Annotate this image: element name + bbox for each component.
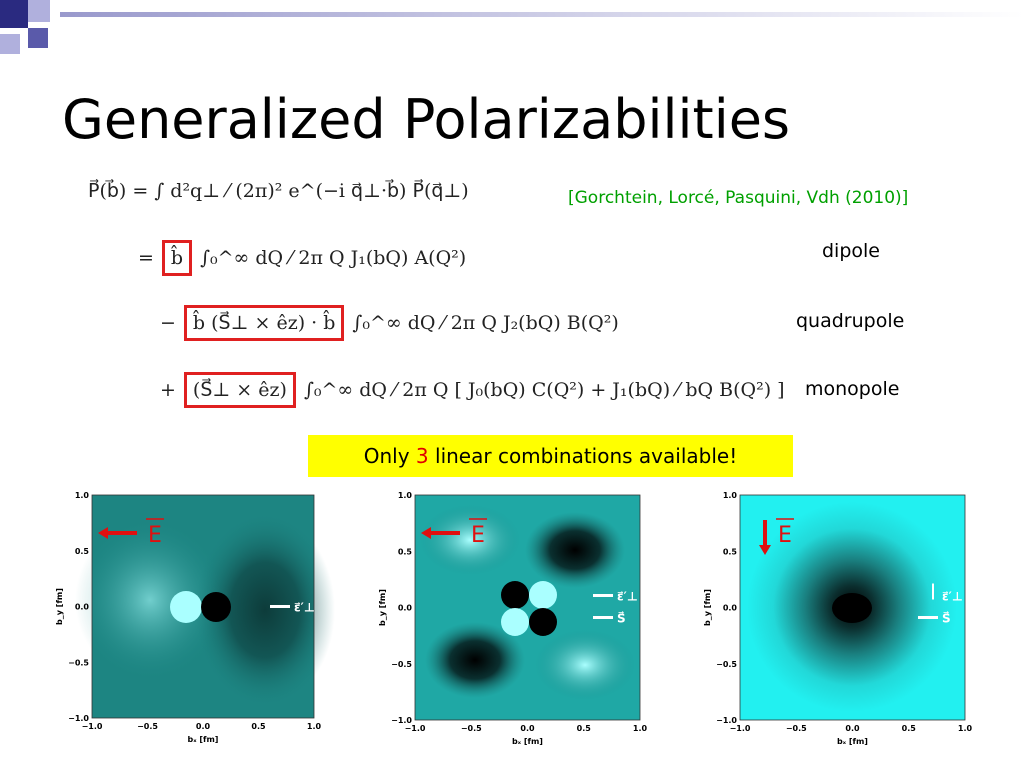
vector-label: ε⃗′⊥: [617, 590, 638, 604]
field-arrowhead: [759, 545, 771, 555]
equation-part: ∫₀^∞ dQ ⁄ 2π Q J₂(bQ) B(Q²): [352, 312, 619, 334]
y-tick-label: 1.0: [723, 491, 738, 500]
vector-label: ε⃗′⊥: [294, 601, 315, 615]
plot-frame: [414, 494, 641, 721]
field-arrowhead: [421, 527, 431, 539]
x-tick-label: 0.0: [520, 724, 535, 733]
y-tick-label: 0.0: [398, 604, 413, 613]
y-axis-label: b_y [fm]: [703, 589, 712, 626]
equation-boxed: b̂: [161, 240, 193, 276]
x-tick-label: −0.5: [786, 724, 807, 733]
equation: = b̂ ∫₀^∞ dQ ⁄ 2π Q J₁(bQ) A(Q²): [138, 240, 466, 276]
note-text: linear combinations available!: [428, 444, 738, 468]
y-tick-label: −0.5: [391, 660, 412, 669]
equation-boxed: (S⃗⊥ × êz): [183, 372, 296, 408]
note-highlight: 3: [415, 444, 429, 468]
y-tick-label: 0.5: [75, 547, 90, 556]
y-tick-label: −0.5: [68, 658, 89, 667]
x-axis-label: bₓ [fm]: [188, 735, 219, 744]
field-label: E: [471, 523, 485, 548]
field-arrowhead: [98, 527, 108, 539]
y-tick-label: 1.0: [75, 491, 90, 500]
y-tick-label: −0.5: [716, 660, 737, 669]
y-axis-label: b_y [fm]: [378, 589, 387, 626]
decor-square: [0, 34, 20, 54]
plot-image: [740, 495, 965, 720]
equation-part: P⃗(b⃗) = ∫ d²q⊥ ⁄ (2π)² e^(−i q⃗⊥·b⃗) P⃗…: [88, 180, 469, 202]
x-tick-label: −1.0: [405, 724, 426, 733]
field-label: E: [778, 523, 792, 548]
plot-frame: [739, 494, 966, 721]
x-tick-label: 0.5: [577, 724, 592, 733]
x-axis-label: bₓ [fm]: [837, 737, 868, 746]
decor-square: [28, 28, 48, 48]
x-tick-label: 1.0: [958, 724, 973, 733]
equation: + (S⃗⊥ × êz) ∫₀^∞ dQ ⁄ 2π Q [ J₀(bQ) C(Q²)…: [160, 372, 785, 408]
x-tick-label: 1.0: [633, 724, 648, 733]
x-tick-label: −0.5: [137, 722, 158, 731]
term-label: quadrupole: [796, 310, 905, 332]
y-axis-label: b_y [fm]: [55, 588, 64, 625]
equation-part: −: [160, 312, 176, 334]
x-tick-label: −0.5: [461, 724, 482, 733]
decor-square: [28, 0, 50, 22]
reference: [Gorchtein, Lorcé, Pasquini, Vdh (2010)]: [568, 188, 909, 208]
x-tick-label: 0.0: [196, 722, 211, 731]
y-tick-label: 0.0: [75, 603, 90, 612]
x-tick-label: 0.5: [902, 724, 917, 733]
vector-label: ε⃗′⊥: [942, 590, 963, 604]
equation-boxed: b̂ (S⃗⊥ × êz) · b̂: [183, 305, 345, 341]
y-tick-label: 0.5: [723, 547, 738, 556]
y-tick-label: 0.0: [723, 604, 738, 613]
x-tick-label: −1.0: [730, 724, 751, 733]
field-label: E: [148, 523, 162, 548]
equation-part: ∫₀^∞ dQ ⁄ 2π Q J₁(bQ) A(Q²): [200, 247, 467, 269]
y-tick-label: −1.0: [68, 714, 89, 723]
term-label: monopole: [805, 378, 900, 400]
note-box: Only 3 linear combinations available!: [308, 435, 793, 477]
x-axis-label: bₓ [fm]: [512, 737, 543, 746]
x-tick-label: −1.0: [82, 722, 103, 731]
y-tick-label: 0.5: [398, 547, 413, 556]
equation-part: =: [138, 247, 154, 269]
slide-title: Generalized Polarizabilities: [62, 88, 791, 151]
equation-part: +: [160, 379, 176, 401]
y-tick-label: 1.0: [398, 491, 413, 500]
equation: − b̂ (S⃗⊥ × êz) · b̂ ∫₀^∞ dQ ⁄ 2π Q J₂(bQ)…: [160, 305, 619, 341]
vector-label: S⃗: [942, 611, 951, 625]
equation: P⃗(b⃗) = ∫ d²q⊥ ⁄ (2π)² e^(−i q⃗⊥·b⃗) P⃗…: [88, 180, 469, 202]
vector-label: S⃗: [617, 611, 626, 625]
plot-frame: [91, 494, 315, 719]
x-tick-label: 0.5: [251, 722, 266, 731]
y-tick-label: −1.0: [391, 716, 412, 725]
decor-square: [0, 0, 28, 28]
equation-part: ∫₀^∞ dQ ⁄ 2π Q [ J₀(bQ) C(Q²) + J₁(bQ) ⁄…: [303, 379, 785, 401]
note-text: Only: [363, 444, 416, 468]
x-tick-label: 0.0: [845, 724, 860, 733]
y-tick-label: −1.0: [716, 716, 737, 725]
x-tick-label: 1.0: [307, 722, 322, 731]
plot-image: [415, 495, 640, 720]
top-rule: [60, 12, 1024, 17]
term-label: dipole: [822, 240, 880, 262]
